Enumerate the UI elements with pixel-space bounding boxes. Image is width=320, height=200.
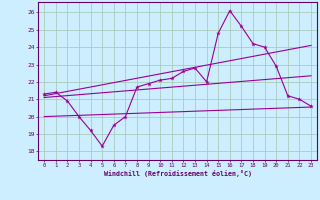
X-axis label: Windchill (Refroidissement éolien,°C): Windchill (Refroidissement éolien,°C) [104, 170, 252, 177]
